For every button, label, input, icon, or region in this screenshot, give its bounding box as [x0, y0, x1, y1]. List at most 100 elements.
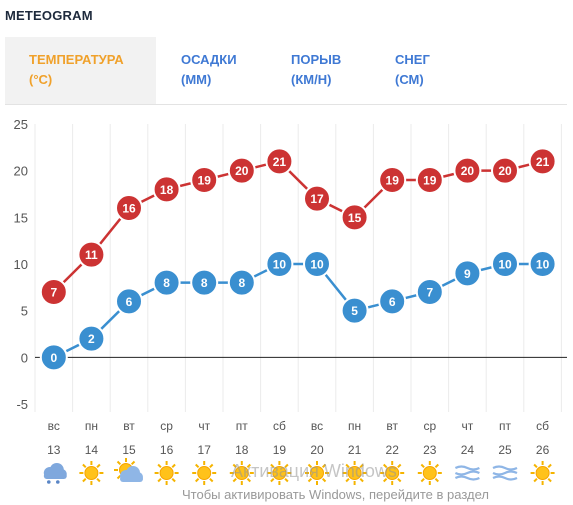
data-point[interactable] — [340, 203, 369, 232]
data-point[interactable] — [227, 156, 256, 185]
data-label: 6 — [126, 295, 133, 309]
data-point[interactable] — [265, 147, 294, 176]
snow-cloud-icon — [43, 463, 67, 484]
data-point[interactable] — [491, 250, 519, 278]
x-day-label: пт — [499, 419, 511, 433]
data-label: 21 — [273, 155, 287, 169]
tab-temperature-label: ТЕМПЕРАТУРА — [29, 52, 124, 67]
data-point[interactable] — [115, 287, 143, 316]
data-point[interactable] — [39, 278, 68, 306]
sun-icon — [267, 461, 292, 485]
data-label: 17 — [310, 192, 324, 206]
meteogram-chart: 25 20 15 10 5 0 -5 вс 13 пн 14 вт 15 ср 16 чт 17 пт 18 сб 19… — [0, 108, 573, 505]
activation-watermark-title: Активация Windows — [231, 461, 397, 481]
data-point[interactable] — [265, 250, 294, 278]
x-date-label: 20 — [310, 443, 324, 457]
data-label: 18 — [160, 183, 174, 197]
x-day-label: пн — [348, 419, 361, 433]
data-point[interactable] — [491, 156, 519, 185]
y-tick-label: 5 — [21, 304, 28, 319]
data-point[interactable] — [378, 287, 407, 316]
data-label: 19 — [423, 174, 437, 188]
x-day-label: пт — [236, 419, 248, 433]
data-point[interactable] — [152, 175, 181, 204]
data-point[interactable] — [227, 268, 256, 297]
data-point[interactable] — [152, 268, 181, 297]
data-label: 20 — [461, 164, 475, 178]
sun-icon — [305, 461, 329, 485]
sun-icon — [342, 461, 367, 485]
data-point[interactable] — [303, 184, 331, 213]
x-day-label: сб — [273, 419, 286, 433]
data-point[interactable] — [303, 250, 331, 278]
data-label: 21 — [536, 155, 550, 169]
data-label: 10 — [310, 258, 324, 272]
x-day-label: чт — [462, 419, 474, 433]
tab-gust-label: ПОРЫВ — [291, 52, 342, 67]
x-date-label: 19 — [273, 443, 287, 457]
x-day-label: вт — [386, 419, 398, 433]
x-date-label: 16 — [160, 443, 174, 457]
y-tick-label: 15 — [14, 210, 28, 225]
data-point[interactable] — [77, 324, 106, 353]
sun-icon — [79, 461, 104, 485]
data-label: 7 — [50, 286, 57, 300]
data-label: 8 — [238, 276, 245, 290]
x-date-label: 25 — [498, 443, 512, 457]
data-point[interactable] — [415, 166, 444, 194]
wind-icon — [492, 465, 518, 481]
x-day-label: ср — [160, 419, 173, 433]
data-point[interactable] — [190, 268, 219, 297]
data-point[interactable] — [115, 194, 143, 222]
x-date-label: 18 — [235, 443, 249, 457]
widget-title: METEOGRAM — [5, 8, 93, 23]
sun-icon — [530, 461, 555, 485]
data-label: 16 — [122, 202, 136, 216]
x-day-label: пн — [85, 419, 98, 433]
x-date-label: 22 — [386, 443, 400, 457]
wind-icon — [454, 465, 480, 481]
data-label: 11 — [85, 248, 98, 262]
y-tick-label: -5 — [16, 397, 28, 412]
tab-bar: ТЕМПЕРАТУРА (°C) ОСАДКИ (ММ) ПОРЫВ (КМ/Н… — [5, 37, 567, 105]
data-label: 6 — [389, 295, 396, 309]
x-date-label: 17 — [198, 443, 212, 457]
x-day-label: чт — [198, 419, 210, 433]
sun-icon — [154, 461, 179, 485]
tab-precipitation-label: ОСАДКИ — [181, 52, 237, 67]
data-point[interactable] — [528, 147, 557, 176]
x-date-label: 15 — [122, 443, 136, 457]
data-point[interactable] — [77, 240, 106, 269]
data-point[interactable] — [453, 156, 482, 185]
tab-snow[interactable]: СНЕГ (СМ) — [395, 37, 495, 104]
data-label: 2 — [88, 332, 95, 346]
partly-cloudy-icon — [114, 458, 143, 482]
tab-temperature[interactable]: ТЕМПЕРАТУРА (°C) — [5, 37, 156, 104]
tab-precipitation[interactable]: ОСАДКИ (ММ) — [181, 37, 281, 104]
x-day-label: вс — [311, 419, 323, 433]
data-label: 7 — [426, 286, 433, 300]
x-date-label: 14 — [85, 443, 99, 457]
y-tick-label: 0 — [21, 350, 28, 365]
data-label: 19 — [386, 174, 400, 188]
data-point[interactable] — [190, 166, 219, 194]
data-point[interactable] — [528, 250, 557, 278]
data-point[interactable] — [340, 296, 369, 325]
sun-icon — [192, 461, 217, 485]
data-point[interactable] — [378, 166, 407, 194]
tab-temperature-unit: (°C) — [29, 72, 53, 87]
tab-snow-label: СНЕГ — [395, 52, 430, 67]
activation-watermark-text: Чтобы активировать Windows, перейдите в … — [182, 487, 489, 502]
x-day-label: вт — [123, 419, 135, 433]
data-point[interactable] — [39, 343, 68, 372]
tab-snow-unit: (СМ) — [395, 72, 424, 87]
x-day-label: ср — [423, 419, 436, 433]
data-label: 10 — [498, 258, 512, 272]
data-point[interactable] — [415, 278, 444, 306]
tab-gust[interactable]: ПОРЫВ (КМ/Н) — [291, 37, 391, 104]
chart-svg: 2520151050-5вс13пн14вт15ср16чт17пт18сб19… — [14, 117, 567, 485]
data-label: 20 — [235, 164, 249, 178]
x-date-label: 26 — [536, 443, 550, 457]
data-point[interactable] — [453, 259, 482, 288]
data-label: 10 — [536, 258, 550, 272]
